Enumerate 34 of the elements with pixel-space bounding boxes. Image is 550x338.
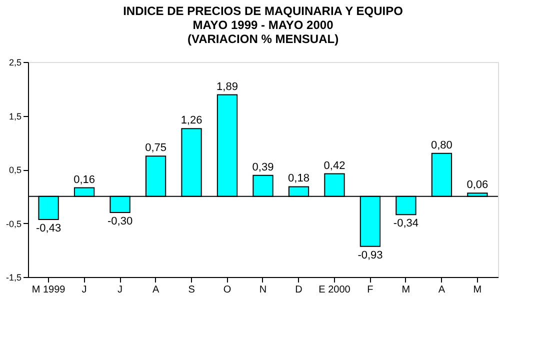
x-tick-label: A (438, 284, 446, 296)
data-label: 0,42 (324, 160, 346, 172)
x-tick-label: J (82, 284, 87, 296)
y-tick-label: 0,5 (8, 165, 22, 175)
x-tick-label: N (259, 284, 267, 296)
x-tick-label: F (367, 284, 374, 296)
y-tick-label: 1,5 (8, 111, 22, 122)
data-label: 0,39 (252, 161, 274, 174)
data-label: 0,18 (288, 172, 310, 185)
data-label: 0,16 (74, 174, 96, 186)
x-tick-label: M (473, 284, 482, 296)
data-label: -0,34 (393, 218, 419, 230)
data-label: 0,06 (466, 179, 488, 192)
x-tick-label: D (295, 284, 302, 296)
x-tick-label: O (223, 284, 232, 296)
y-tick-label: -0,5 (6, 218, 22, 229)
data-label: 0,75 (145, 142, 166, 154)
y-tick-label: -1,5 (6, 272, 22, 282)
x-tick-label: S (188, 284, 196, 296)
x-tick-label: A (152, 284, 160, 296)
data-label: -0,43 (36, 222, 62, 234)
y-tick-label: 2,5 (8, 58, 22, 68)
x-tick-label: M 1999 (32, 284, 66, 296)
data-label: 1,26 (180, 114, 202, 127)
text: INDICE DE PRECIOS DE MAQUINARIA Y EQUIPO (123, 4, 403, 18)
data-label: 1,89 (216, 80, 238, 93)
data-label: -0,30 (107, 216, 133, 228)
text: (VARIACION % MENSUAL) (187, 32, 339, 46)
text: MAYO 1999 - MAYO 2000 (192, 18, 334, 32)
x-tick-label: M (402, 284, 410, 296)
data-label: -0,93 (358, 249, 383, 262)
x-tick-label: E 2000 (318, 284, 351, 296)
data-label: 0,80 (430, 139, 452, 152)
x-tick-label: J (118, 284, 123, 296)
